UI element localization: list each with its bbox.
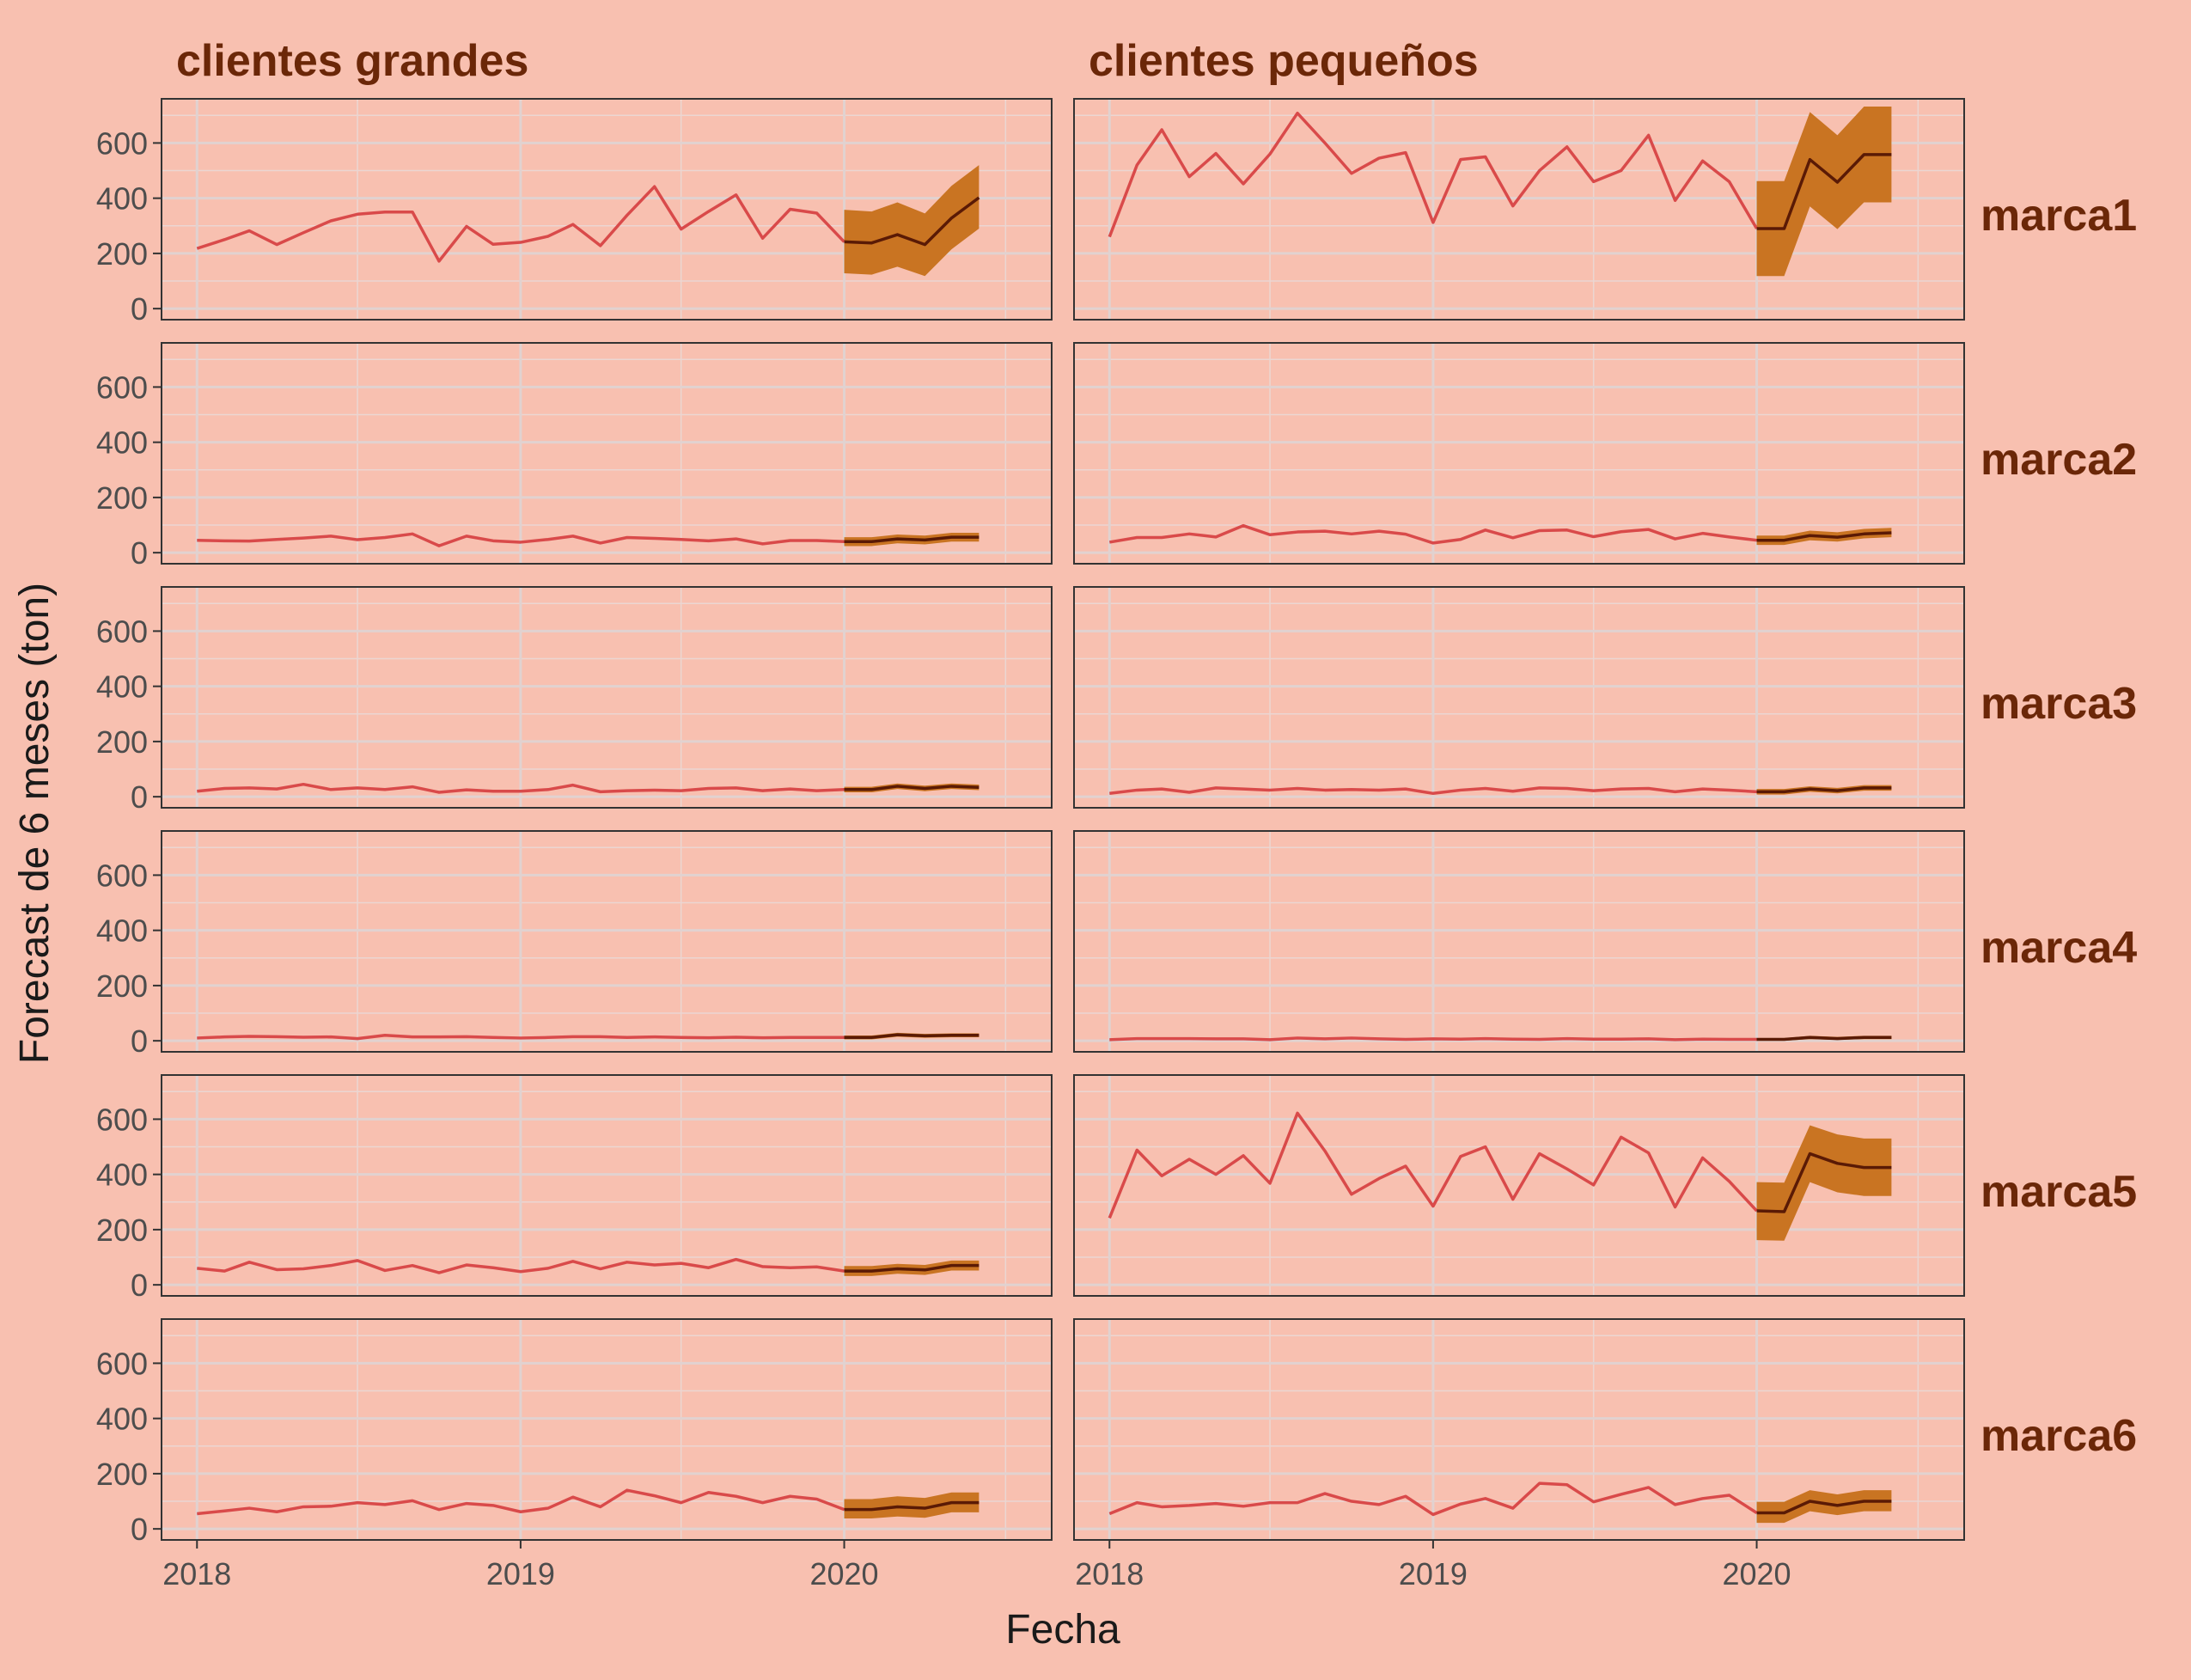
row-title-marca2: marca2 (1980, 435, 2137, 485)
panel-marca5-grandes: 0 200 400 600 (96, 1074, 1053, 1303)
history-series-line (197, 1033, 845, 1041)
panel-border (161, 1074, 1053, 1297)
forecast-band (844, 1492, 980, 1518)
x-axis-title: Fecha (1005, 1607, 1120, 1653)
history-series-line (1108, 1481, 1758, 1517)
history-series-line (1108, 111, 1759, 238)
forecast-series-line (844, 785, 980, 791)
y-tick-label: 400 (96, 669, 148, 705)
forecast-series-line (1756, 153, 1892, 230)
y-tick-label: 400 (96, 913, 148, 949)
y-tick-label: 200 (96, 480, 148, 516)
forecast-series-line (844, 1500, 980, 1512)
history-series-line (1109, 786, 1757, 796)
panel-border (161, 342, 1053, 565)
x-tick-label: 2019 (1399, 1556, 1468, 1591)
y-axis-title: Forecast de 6 meses (ton) (12, 583, 58, 1064)
panel-border (161, 98, 1053, 321)
y-tick-label: 600 (96, 858, 148, 893)
x-tick-label: 2020 (809, 1556, 878, 1591)
forecast-series-line (1756, 1035, 1892, 1042)
history-series-line (196, 185, 845, 263)
forecast-series-line (844, 535, 980, 544)
y-tick-label: 200 (96, 1213, 148, 1248)
history-series-line (197, 1488, 845, 1516)
panel-marca1-pequenos (1073, 98, 1965, 321)
forecast-series-line (844, 1263, 980, 1273)
panel-marca4-pequenos (1073, 830, 1965, 1053)
panels-layer: 0 200 400 600 0 200 400 600 0 200 400 600 0 200 400 600… (96, 98, 1965, 1591)
column-title-left: clientes grandes (176, 36, 528, 86)
panel-border (161, 830, 1053, 1053)
y-tick-label: 600 (96, 1346, 148, 1381)
y-tick-label: 0 (131, 779, 148, 815)
y-tick-label: 400 (96, 1402, 148, 1437)
x-tick-label: 2018 (1075, 1556, 1144, 1591)
panel-marca5-pequenos (1073, 1074, 1965, 1297)
panel-marca2-grandes: 0 200 400 600 (96, 342, 1053, 571)
history-series-line (1108, 523, 1757, 545)
forecast-series-line (1756, 1152, 1892, 1213)
history-series-line (197, 782, 845, 794)
row-title-marca4: marca4 (1980, 923, 2137, 973)
row-title-marca3: marca3 (1980, 679, 2137, 729)
panel-marca6-pequenos: 2018 2019 2020 (1073, 1318, 1965, 1591)
y-tick-label: 0 (131, 1512, 148, 1547)
y-tick-label: 200 (96, 968, 148, 1004)
forecast-series-line (1756, 786, 1892, 794)
y-tick-label: 600 (96, 370, 148, 405)
y-tick-label: 400 (96, 181, 148, 217)
panel-border (161, 1318, 1053, 1541)
panel-border (1073, 1074, 1965, 1297)
row-title-marca6: marca6 (1980, 1411, 2137, 1461)
x-tick-label: 2019 (486, 1556, 555, 1591)
panel-marca1-grandes: 0 200 400 600 (96, 98, 1053, 327)
y-tick-label: 0 (131, 1023, 148, 1059)
row-title-marca5: marca5 (1980, 1167, 2137, 1217)
forecast-series-line (844, 1033, 980, 1040)
panel-marca2-pequenos (1073, 342, 1965, 565)
panel-marca3-pequenos (1073, 586, 1965, 809)
x-tick-label: 2020 (1722, 1556, 1791, 1591)
y-tick-label: 200 (96, 1457, 148, 1492)
panel-border (1073, 586, 1965, 809)
history-series-line (197, 1257, 845, 1274)
y-tick-label: 0 (131, 535, 148, 571)
history-series-line (197, 532, 845, 547)
y-tick-label: 400 (96, 425, 148, 461)
panel-border (1073, 1318, 1965, 1541)
y-tick-label: 200 (96, 236, 148, 272)
panel-border (1073, 830, 1965, 1053)
panel-marca3-grandes: 0 200 400 600 (96, 586, 1053, 815)
forecast-series-line (844, 196, 980, 247)
history-series-line (1109, 1036, 1757, 1042)
y-tick-label: 600 (96, 1102, 148, 1137)
y-tick-label: 600 (96, 614, 148, 649)
row-title-marca1: marca1 (1980, 191, 2137, 241)
forecast-series-line (1756, 531, 1892, 542)
forecast-band (1756, 1490, 1892, 1524)
x-tick-label: 2018 (162, 1556, 231, 1591)
forecast-band (1756, 1125, 1892, 1241)
forecast-band (1756, 106, 1892, 277)
panel-marca6-grandes: 0 200 400 600 2018 2019 2020 (96, 1318, 1053, 1591)
panel-border (161, 586, 1053, 809)
y-tick-label: 400 (96, 1158, 148, 1193)
y-tick-label: 0 (131, 291, 148, 327)
forecast-series-line (1756, 1500, 1892, 1515)
panel-border (1073, 98, 1965, 321)
y-tick-label: 0 (131, 1268, 148, 1303)
y-tick-label: 200 (96, 724, 148, 760)
y-tick-label: 600 (96, 125, 148, 161)
panel-border (1073, 342, 1965, 565)
panel-marca4-grandes: 0 200 400 600 (96, 830, 1053, 1059)
history-series-line (1108, 1111, 1758, 1219)
column-title-right: clientes pequeños (1089, 36, 1479, 86)
forecast-band (844, 165, 980, 277)
